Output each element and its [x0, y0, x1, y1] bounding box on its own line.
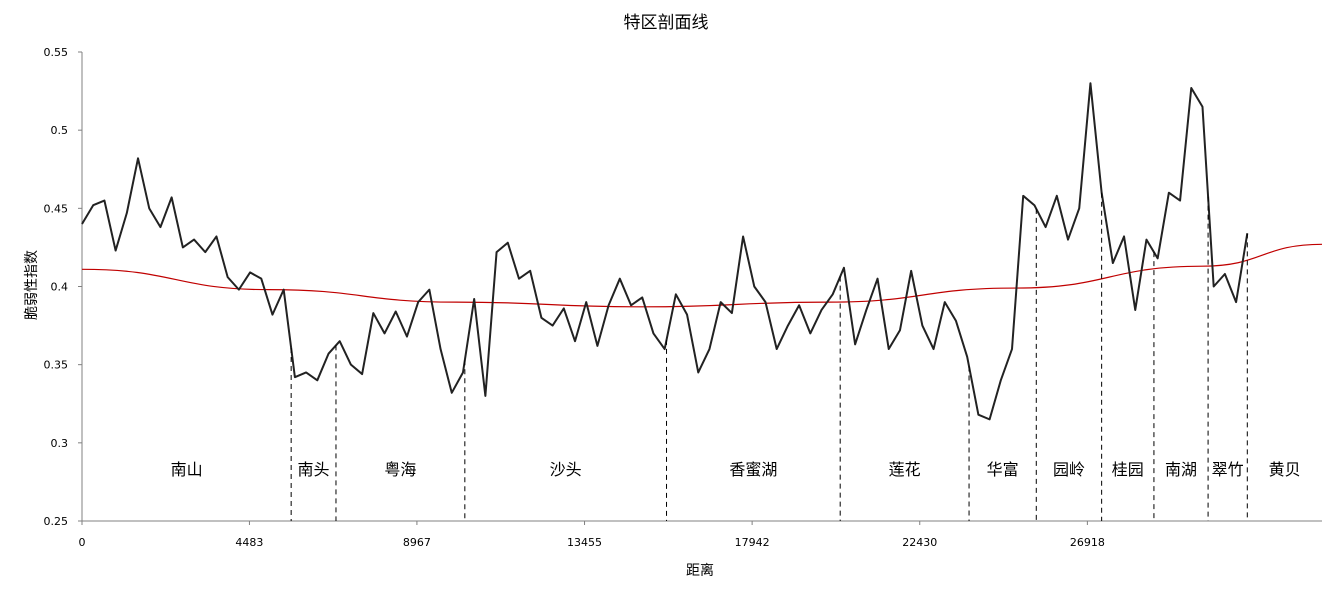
x-axis-label: 距离: [686, 562, 714, 579]
region-label: 桂园: [1112, 460, 1144, 479]
y-tick-label: 0.35: [44, 359, 69, 372]
region-label: 粤海: [384, 460, 416, 479]
x-tick-label: 0: [79, 536, 86, 549]
region-label: 园岭: [1053, 460, 1085, 479]
profile-line: [81, 82, 1249, 421]
region-label: 香蜜湖: [729, 460, 777, 479]
x-tick-label: 13455: [567, 536, 602, 549]
y-tick-label: 0.45: [44, 202, 69, 215]
x-tick-label: 4483: [235, 536, 263, 549]
y-tick-label: 0.5: [51, 124, 69, 137]
region-label: 翠竹: [1212, 460, 1244, 479]
region-label: 南山: [171, 460, 203, 479]
region-divider-layer: [290, 192, 1248, 521]
region-label: 华富: [987, 460, 1019, 479]
region-label: 莲花: [889, 460, 921, 479]
region-label-layer: 南山 南头 粤海 沙头 香蜜湖 莲花 华富 园岭 桂园 南湖 翠竹 黄贝: [171, 460, 1301, 479]
y-tick-label: 0.55: [44, 46, 69, 59]
region-label: 南湖: [1165, 460, 1197, 479]
region-label: 沙头: [550, 460, 582, 479]
y-tick-label: 0.25: [44, 515, 69, 528]
trend-line-layer: [81, 243, 1323, 308]
x-tick-label: 22430: [902, 536, 937, 549]
trend-line: [81, 243, 1323, 308]
x-tick-label: 26918: [1070, 536, 1105, 549]
y-tick-label: 0.3: [51, 437, 69, 450]
profile-line-layer: [81, 82, 1249, 421]
axes: 0.25 0.3 0.35 0.4 0.45 0.5 0.55 0 4483 8967 13455 1…: [44, 46, 1322, 549]
region-label: 黄贝: [1269, 460, 1301, 479]
y-axis-label: 脆弱性指数: [23, 250, 40, 320]
x-tick-label: 8967: [403, 536, 431, 549]
x-tick-label: 17942: [735, 536, 770, 549]
region-label: 南头: [298, 460, 330, 479]
y-tick-label: 0.4: [51, 281, 69, 294]
chart-title: 特区剖面线: [624, 13, 709, 33]
